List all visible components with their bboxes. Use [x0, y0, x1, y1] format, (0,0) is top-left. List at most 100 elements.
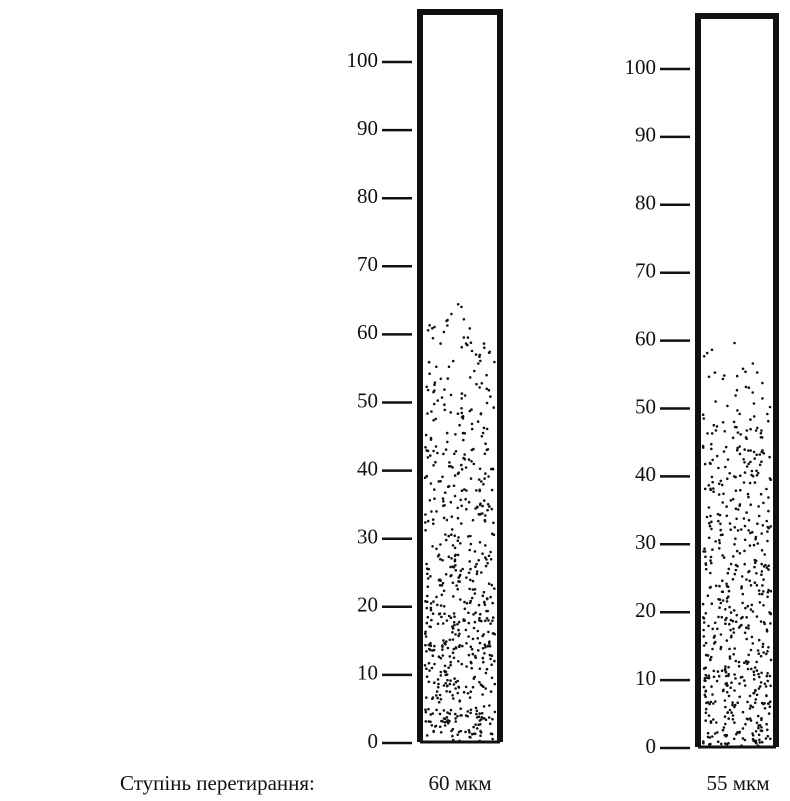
dot [763, 707, 767, 710]
dot [469, 578, 472, 582]
dot [749, 584, 753, 587]
dot [754, 537, 757, 541]
dot [704, 679, 707, 683]
dot [488, 722, 492, 725]
dot [482, 590, 486, 594]
dot [709, 559, 712, 562]
dot [441, 645, 444, 648]
dot [738, 730, 741, 734]
dot [486, 561, 489, 565]
dot [456, 539, 460, 542]
dot [471, 588, 475, 591]
dot [712, 702, 715, 705]
dot [454, 680, 458, 684]
dot [482, 482, 485, 486]
dot [735, 732, 738, 736]
dot [425, 385, 429, 389]
dot [731, 703, 734, 707]
dot [769, 589, 773, 593]
dot [719, 528, 722, 532]
dot [441, 475, 444, 479]
dot [708, 524, 712, 528]
dot [431, 336, 435, 340]
dot [755, 669, 759, 672]
dot [437, 553, 441, 557]
dot [732, 631, 736, 634]
dot [453, 452, 456, 456]
dot [459, 707, 463, 710]
dot [432, 449, 435, 453]
dot [765, 674, 769, 678]
dot [717, 493, 721, 496]
dot [457, 536, 460, 539]
dot [719, 633, 723, 636]
dot [431, 545, 434, 548]
dot [450, 533, 453, 536]
dot [741, 601, 744, 605]
dot [483, 603, 487, 607]
dot [424, 720, 428, 723]
dot [748, 544, 752, 547]
dot [439, 674, 443, 677]
dot [760, 532, 763, 535]
dot [440, 396, 444, 399]
dot [460, 397, 464, 400]
dot [479, 729, 482, 733]
dot [731, 619, 735, 623]
dot [743, 679, 746, 682]
dot [733, 526, 737, 529]
dot [735, 613, 739, 617]
dot [702, 621, 706, 624]
dot [489, 657, 492, 661]
dot [491, 467, 495, 471]
dot [446, 440, 449, 444]
tick-label: 80 [357, 184, 378, 208]
dot [432, 419, 435, 422]
dot [744, 370, 747, 374]
dot [485, 427, 489, 431]
dot [484, 671, 488, 675]
dot [424, 635, 428, 638]
dot [433, 644, 436, 648]
tick-label: 10 [635, 666, 656, 690]
dot [424, 708, 427, 711]
dot [464, 628, 468, 632]
dot [464, 714, 468, 717]
dot [755, 615, 759, 618]
dot [708, 586, 712, 589]
dot [723, 374, 726, 377]
dot [472, 613, 475, 616]
dot [489, 467, 493, 471]
dot [468, 696, 472, 699]
dot [768, 405, 772, 409]
dot [766, 595, 769, 599]
dot [757, 589, 761, 592]
dot [758, 675, 761, 679]
dot [766, 530, 769, 533]
dot [473, 732, 477, 736]
dot [475, 572, 479, 576]
dot [479, 723, 482, 726]
dot [733, 647, 736, 650]
dot [707, 714, 711, 717]
dot [469, 534, 472, 538]
dot [750, 603, 754, 607]
dot [719, 601, 723, 605]
dot [713, 621, 717, 625]
dot [449, 679, 452, 682]
dot [444, 448, 448, 451]
dot [475, 727, 479, 730]
dot [490, 507, 494, 511]
tick-label: 0 [368, 729, 379, 753]
dot [733, 673, 736, 676]
dot [431, 712, 435, 715]
dot [734, 677, 737, 680]
dot [766, 539, 769, 543]
dot [746, 492, 750, 496]
dot [443, 491, 447, 495]
dot [464, 685, 468, 689]
dot [762, 501, 765, 505]
dot [726, 404, 729, 408]
dot [480, 712, 484, 715]
dot [461, 567, 465, 571]
